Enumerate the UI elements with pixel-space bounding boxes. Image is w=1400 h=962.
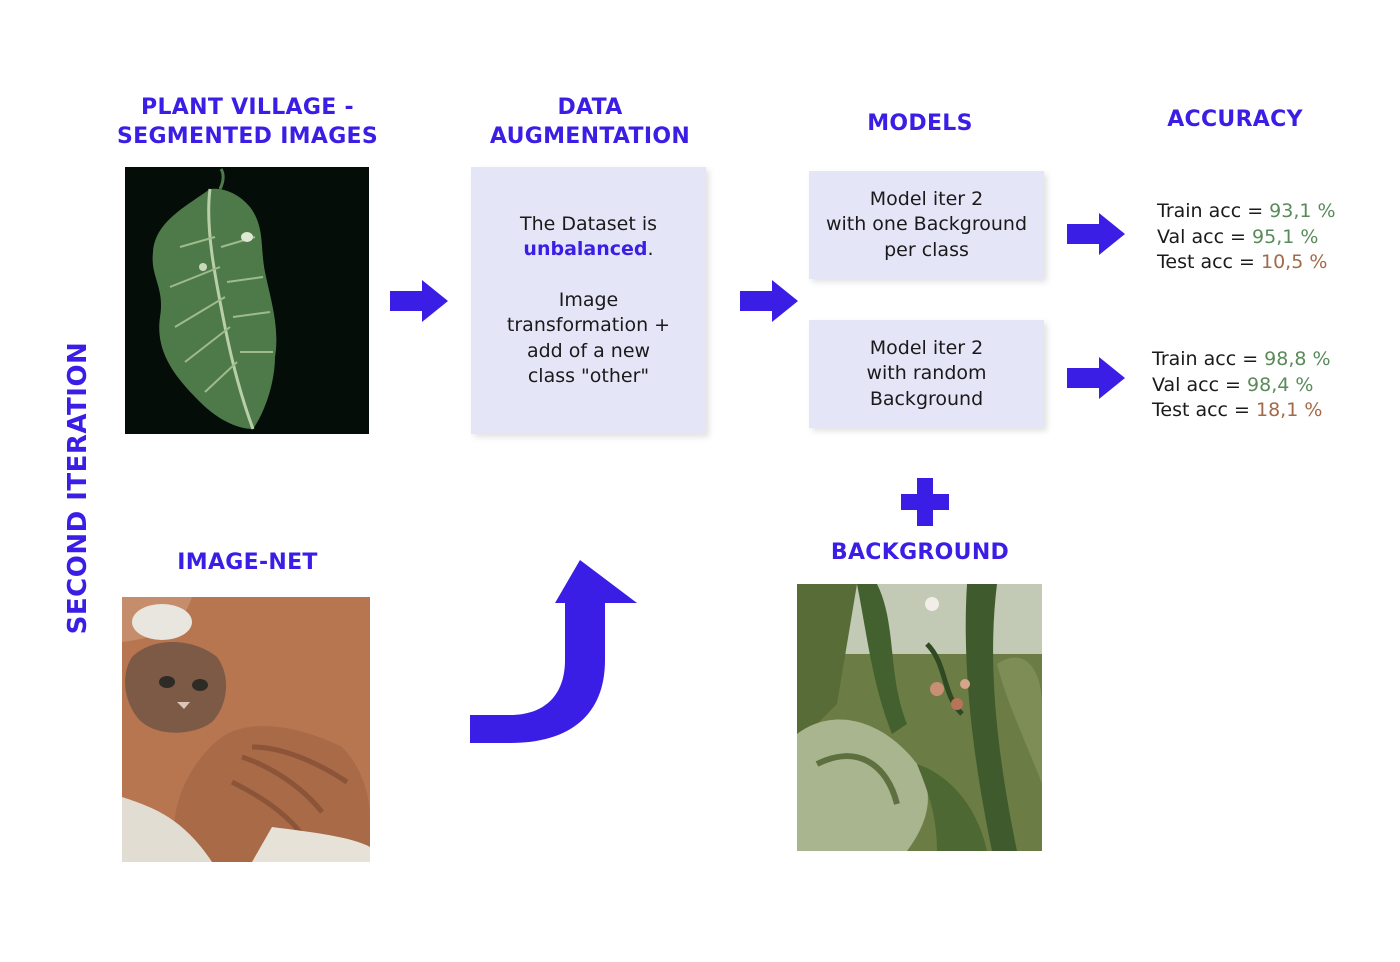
augmentation-line3: Image [558,288,619,311]
model2-line1: Model iter 2 [869,336,984,359]
train-acc-value: 93,1 % [1269,200,1336,222]
arrow-right-icon [390,280,448,322]
model-box-one-background: Model iter 2 with one Background per cla… [809,171,1044,279]
heading-plant-village-line2: SEGMENTED IMAGES [116,124,379,149]
test-acc-value: 10,5 % [1261,251,1328,273]
test-acc-label: Test acc = [1157,251,1261,273]
model1-line2: with one Background [825,213,1028,236]
arrow-right-icon [1067,213,1125,255]
model2-line3: Background [869,387,984,410]
heading-plant-village: PLANT VILLAGE - SEGMENTED IMAGES [95,93,400,151]
augmentation-line6: class "other" [527,365,650,387]
train-acc-label: Train acc = [1157,200,1270,222]
val-acc-label: Val acc = [1152,373,1248,396]
train-acc-1: Train acc = 93,1 % [1157,199,1336,225]
model1-line3: per class [884,238,969,261]
arrow-right-icon [740,280,798,322]
augmentation-box: The Dataset is unbalanced. Image transfo… [471,167,706,434]
heading-image-net: IMAGE-NET [177,550,318,575]
model2-line2: with random [866,362,987,385]
unbalanced-suffix: . [647,238,654,260]
val-acc-2: Val acc = 98,4 % [1152,373,1331,399]
heading-data-augmentation-line1: DATA [557,95,623,120]
heading-models: MODELS [867,111,973,136]
test-acc-2: Test acc = 18,1 % [1152,398,1331,424]
cat-image [122,597,370,862]
unbalanced-highlight: unbalanced [523,238,648,260]
model-box-random-background: Model iter 2 with random Background [809,320,1044,428]
augmentation-line5: add of a new [526,339,651,362]
accuracy-block-1: Train acc = 93,1 % Val acc = 95,1 % Test… [1157,199,1336,276]
test-acc-label: Test acc = [1152,399,1256,421]
train-acc-2: Train acc = 98,8 % [1152,347,1331,373]
augmentation-line4: transformation + [506,314,671,336]
model1-line1: Model iter 2 [869,187,984,210]
heading-plant-village-line1: PLANT VILLAGE - [141,95,354,120]
plus-icon [901,478,949,526]
val-acc-label: Val acc = [1157,225,1253,248]
val-acc-value: 95,1 % [1252,225,1319,248]
curved-up-arrow-icon [470,560,637,743]
heading-accuracy: ACCURACY [1167,107,1303,132]
train-acc-value: 98,8 % [1264,348,1331,370]
leaf-image [125,167,369,434]
test-acc-1: Test acc = 10,5 % [1157,250,1336,276]
augmentation-line2: unbalanced. [523,237,653,263]
side-title: SECOND ITERATION [63,341,93,635]
heading-data-augmentation-line2: AUGMENTATION [489,124,691,149]
val-acc-value: 98,4 % [1247,373,1314,396]
arrow-right-icon [1067,357,1125,399]
train-acc-label: Train acc = [1152,348,1265,370]
accuracy-block-2: Train acc = 98,8 % Val acc = 98,4 % Test… [1152,347,1331,424]
val-acc-1: Val acc = 95,1 % [1157,225,1336,251]
heading-data-augmentation: DATA AUGMENTATION [460,93,720,151]
heading-background: BACKGROUND [830,540,1010,565]
augmentation-line1: The Dataset is [520,212,657,235]
background-image [797,584,1042,851]
test-acc-value: 18,1 % [1256,399,1323,421]
